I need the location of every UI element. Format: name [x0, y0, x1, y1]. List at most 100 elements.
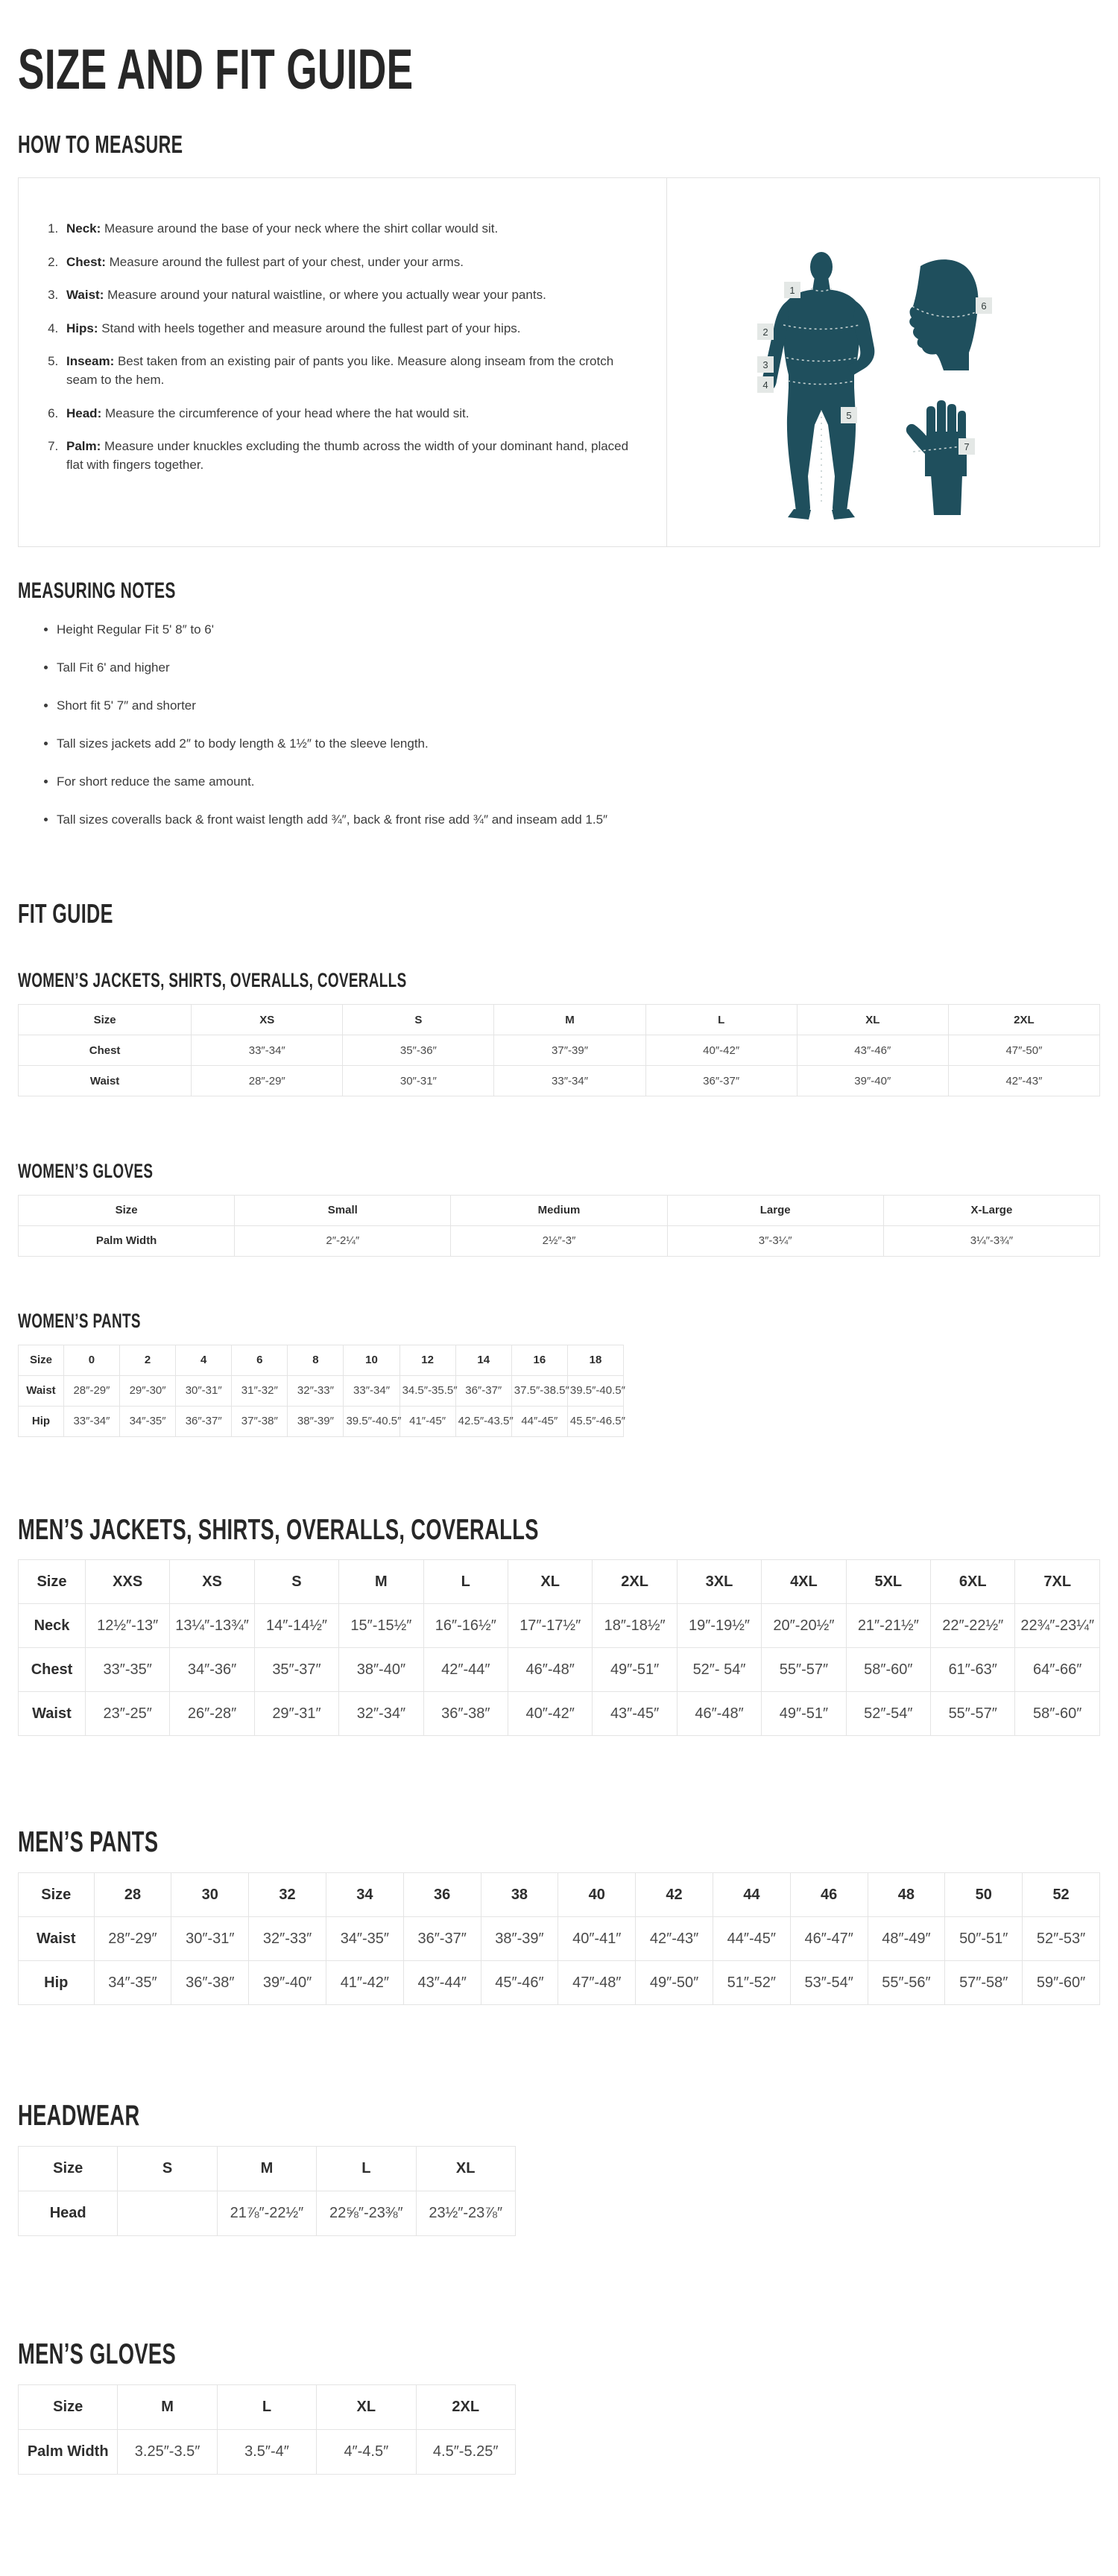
mens-jackets-grid: Size XXS XS S M L XL 2XL 3XL 4XL 5XL 6XL 7XL Neck 12½″… — [18, 1559, 1100, 1737]
column-header: XL — [316, 2384, 417, 2431]
headwear-table: Size S M L XL Head 21⅞″-22½″ 22⅝″-23⅜″ 23½″-23⅞″ — [17, 2146, 1100, 2237]
column-header: L — [645, 1004, 798, 1036]
measuring-note: Tall sizes coveralls back & front waist … — [57, 812, 1100, 827]
table-cell: 58″-60″ — [845, 1647, 932, 1693]
table-cell: 52″-54″ — [845, 1691, 932, 1737]
row-label: Hip — [18, 1960, 95, 2006]
column-header: 38 — [480, 1872, 559, 1918]
table-cell: 28″-29″ — [93, 1916, 172, 1962]
table-cell: 52″-53″ — [1022, 1916, 1100, 1962]
table-cell: 22¾″-23¼″ — [1014, 1603, 1100, 1649]
body-head — [810, 251, 833, 282]
table-cell: 23½″-23⅞″ — [415, 2191, 516, 2237]
table-row: Palm Width 3.25″-3.5″ 3.5″-4″ 4″-4.5″ 4.5″-5… — [17, 2429, 516, 2475]
column-header: Size — [17, 2384, 119, 2431]
headwear-grid: Size S M L XL Head 21⅞″-22½″ 22⅝″-23⅜″ 23½″-23⅞″ — [17, 2146, 516, 2237]
column-header: 36 — [402, 1872, 481, 1918]
column-header: XL — [796, 1004, 949, 1036]
table-cell: 51″-52″ — [712, 1960, 791, 2006]
table-row: Waist 28″-29″ 29″-30″ 30″-31″ 31″-32″ 32″-33″… — [18, 1374, 625, 1407]
how-to-measure-panel: Neck: Measure around the base of your ne… — [18, 177, 1100, 547]
column-header: 12 — [399, 1344, 456, 1376]
measure-marker-number: 2 — [762, 326, 768, 338]
table-cell: 34″-36″ — [169, 1647, 255, 1693]
table-cell: 34.5″-35.5″ — [399, 1374, 458, 1407]
womens-gloves-table: Size Small Medium Large X-Large Palm Width 2″-… — [17, 1194, 1101, 1257]
table-cell: 64″-66″ — [1014, 1647, 1100, 1693]
measure-marker-box — [841, 406, 857, 423]
measure-step: Head: Measure the circumference of your … — [62, 405, 637, 423]
table-cell: 45″-46″ — [480, 1960, 559, 2006]
column-header: 10 — [343, 1344, 400, 1376]
row-label: Chest — [17, 1035, 192, 1067]
fit-guide-heading: FIT GUIDE — [18, 897, 113, 929]
table-cell: 50″-51″ — [944, 1916, 1023, 1962]
table-cell: 35″-37″ — [253, 1647, 340, 1693]
row-label: Head — [17, 2191, 119, 2237]
table-cell: 45.5″-46.5″ — [566, 1405, 625, 1437]
column-header: 4 — [175, 1344, 233, 1376]
table-cell: 44″-45″ — [712, 1916, 791, 1962]
womens-pants-grid: Size 0 2 4 6 8 10 12 14 16 18 Waist 28″-29″ 29″-30″ 30… — [18, 1344, 625, 1437]
silhouette-shape — [906, 423, 932, 455]
table-cell: 2″-2¼″ — [234, 1225, 452, 1257]
table-cell: 40″-42″ — [507, 1691, 593, 1737]
page-title: SIZE AND FIT GUIDE — [18, 38, 414, 101]
column-header: XS — [169, 1559, 255, 1605]
table-header-row: Size M L XL 2XL — [17, 2384, 516, 2431]
table-cell: 39″-40″ — [248, 1960, 326, 2006]
measurement-dash-line — [787, 380, 856, 385]
silhouette-shape — [788, 508, 811, 520]
body-measurement-illustration: 1 2 3 4 5 6 7 — [757, 251, 992, 520]
silhouette-shape — [786, 387, 856, 514]
table-cell: 28″-29″ — [63, 1374, 121, 1407]
column-header: 0 — [63, 1344, 121, 1376]
column-header: XXS — [84, 1559, 171, 1605]
mens-pants-table: Size 28 30 32 34 36 38 40 42 44 46 48 50 52 Waist 28″-2… — [18, 1872, 1100, 2006]
womens-jackets-heading: WOMEN’S JACKETS, SHIRTS, OVERALLS, COVER… — [18, 969, 407, 992]
mens-jackets-table: Size XXS XS S M L XL 2XL 3XL 4XL 5XL 6XL 7XL Neck 12½″… — [18, 1559, 1100, 1737]
table-row: Waist 28″-29″ 30″-31″ 32″-33″ 34″-35″ 36″-37″… — [18, 1916, 1100, 1962]
table-cell — [117, 2191, 218, 2237]
measure-step: Chest: Measure around the fullest part o… — [62, 253, 637, 272]
table-cell: 29″-30″ — [119, 1374, 177, 1407]
table-cell: 16″-16½″ — [423, 1603, 508, 1649]
row-label: Waist — [18, 1374, 64, 1407]
silhouette-shape — [958, 410, 966, 438]
silhouette-shape — [947, 403, 956, 436]
table-cell: 49″-50″ — [635, 1960, 713, 2006]
table-cell: 37″-38″ — [231, 1405, 288, 1437]
column-header: 42 — [635, 1872, 713, 1918]
measuring-notes-list: Height Regular Fit 5' 8″ to 6' Tall Fit 6… — [18, 622, 1100, 827]
column-header: 52 — [1022, 1872, 1100, 1918]
table-cell: 34″-35″ — [325, 1916, 404, 1962]
column-header: 7XL — [1014, 1559, 1100, 1605]
table-cell: 49″-51″ — [592, 1647, 678, 1693]
measure-marker-number: 4 — [762, 379, 768, 391]
measure-marker-number: 5 — [846, 410, 851, 421]
table-row: Waist 28″-29″ 30″-31″ 33″-34″ 36″-37″ 39″-40″… — [17, 1065, 1101, 1097]
table-cell: 41″-42″ — [325, 1960, 404, 2006]
column-header: 40 — [558, 1872, 637, 1918]
column-header: XL — [415, 2146, 516, 2192]
column-header: M — [216, 2146, 318, 2192]
column-header: 2XL — [947, 1004, 1101, 1036]
measure-step: Waist: Measure around your natural waist… — [62, 286, 637, 305]
column-header: 30 — [171, 1872, 250, 1918]
table-cell: 29″-31″ — [253, 1691, 340, 1737]
table-cell: 43″-45″ — [592, 1691, 678, 1737]
column-header: Size — [17, 1004, 192, 1036]
table-cell: 3.25″-3.5″ — [117, 2429, 218, 2475]
column-header: 46 — [789, 1872, 868, 1918]
silhouette-shape — [937, 400, 946, 436]
table-cell: 40″-42″ — [645, 1035, 798, 1067]
column-header: 16 — [511, 1344, 568, 1376]
table-cell: 46″-48″ — [676, 1691, 762, 1737]
column-header: L — [216, 2384, 318, 2431]
table-cell: 37″-39″ — [493, 1035, 646, 1067]
table-header-row: Size Small Medium Large X-Large — [17, 1194, 1101, 1226]
column-header: 34 — [325, 1872, 404, 1918]
silhouette-shape — [783, 288, 860, 391]
measurement-dash-line — [912, 306, 978, 318]
row-label: Chest — [18, 1647, 86, 1693]
